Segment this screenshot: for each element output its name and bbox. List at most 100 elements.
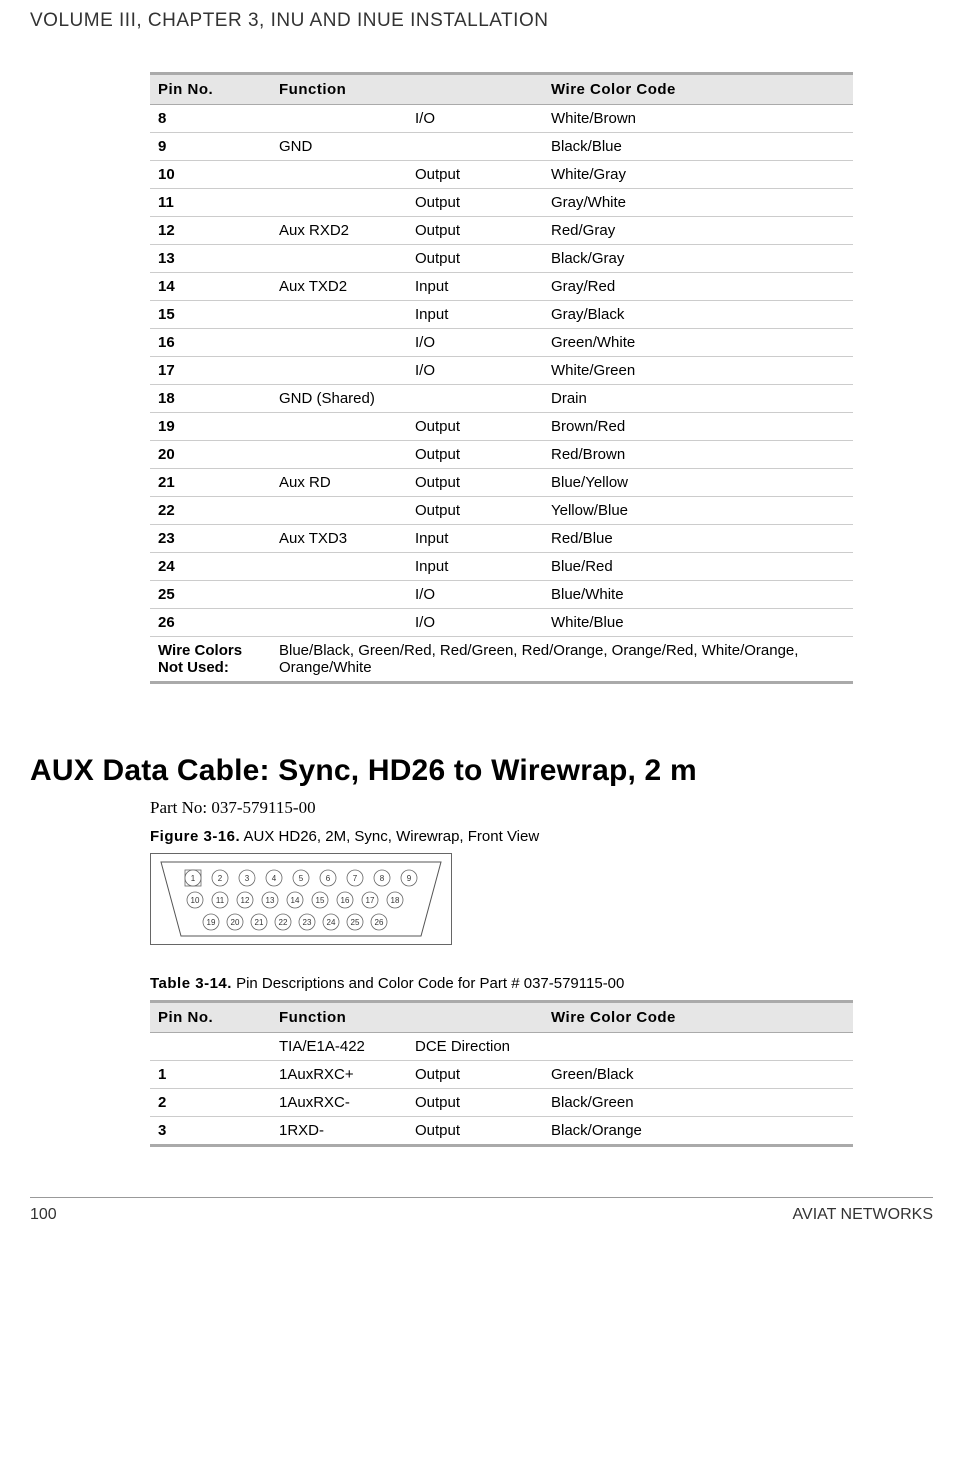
cell-func1: 1AuxRXC- bbox=[271, 1089, 407, 1117]
cell-func1 bbox=[271, 581, 407, 609]
th-function: Function bbox=[271, 74, 543, 105]
cell-pin: 26 bbox=[150, 609, 271, 637]
cell-func1 bbox=[271, 413, 407, 441]
cell-pin: 9 bbox=[150, 133, 271, 161]
cell-color: Black/Green bbox=[543, 1089, 853, 1117]
cell-color: Black/Orange bbox=[543, 1117, 853, 1146]
cell-func2: Output bbox=[407, 189, 543, 217]
footer-company: AVIAT NETWORKS bbox=[793, 1206, 933, 1224]
connector-diagram: 1234567891011121314151617181920212223242… bbox=[150, 853, 452, 945]
page-footer: 100 AVIAT NETWORKS bbox=[30, 1197, 933, 1224]
cell-pin: 18 bbox=[150, 385, 271, 413]
table-row: 16I/OGreen/White bbox=[150, 329, 853, 357]
cell-func2: I/O bbox=[407, 329, 543, 357]
cell-func2: I/O bbox=[407, 105, 543, 133]
cell-func2: Output bbox=[407, 413, 543, 441]
table-row: 15InputGray/Black bbox=[150, 301, 853, 329]
cell-pin: 2 bbox=[150, 1089, 271, 1117]
svg-text:21: 21 bbox=[255, 918, 264, 927]
cell-func1 bbox=[271, 497, 407, 525]
table-row: 25I/OBlue/White bbox=[150, 581, 853, 609]
svg-text:10: 10 bbox=[191, 896, 200, 905]
table-caption-bold: Table 3-14. bbox=[150, 975, 232, 992]
svg-text:16: 16 bbox=[341, 896, 350, 905]
cell-pin: 22 bbox=[150, 497, 271, 525]
svg-text:6: 6 bbox=[326, 874, 331, 883]
cell-color: Red/Blue bbox=[543, 525, 853, 553]
cell-func1: Aux RXD2 bbox=[271, 217, 407, 245]
cell-func2 bbox=[407, 133, 543, 161]
svg-text:9: 9 bbox=[407, 874, 412, 883]
cell-color: Blue/Yellow bbox=[543, 469, 853, 497]
cell-pin: 14 bbox=[150, 273, 271, 301]
svg-text:2: 2 bbox=[218, 874, 223, 883]
table-header-row: Pin No. Function Wire Color Code bbox=[150, 1002, 853, 1033]
cell-color: Drain bbox=[543, 385, 853, 413]
table-row: 21AuxRXC-OutputBlack/Green bbox=[150, 1089, 853, 1117]
cell-pin: 20 bbox=[150, 441, 271, 469]
page-header: VOLUME III, CHAPTER 3, INU AND INUE INST… bbox=[30, 10, 933, 32]
cell-color: White/Blue bbox=[543, 609, 853, 637]
figure-caption-bold: Figure 3-16. bbox=[150, 828, 240, 845]
cell-func1 bbox=[271, 161, 407, 189]
cell-func2: Input bbox=[407, 273, 543, 301]
cell-color: Red/Gray bbox=[543, 217, 853, 245]
cell-color: Gray/Black bbox=[543, 301, 853, 329]
table-row: 26I/OWhite/Blue bbox=[150, 609, 853, 637]
cell-func1: Aux RD bbox=[271, 469, 407, 497]
table-row: 11OutputGray/White bbox=[150, 189, 853, 217]
cell-pin: 13 bbox=[150, 245, 271, 273]
figure-caption: Figure 3-16. AUX HD26, 2M, Sync, Wirewra… bbox=[150, 828, 853, 845]
th-pin: Pin No. bbox=[150, 1002, 271, 1033]
table-row: TIA/E1A-422DCE Direction bbox=[150, 1033, 853, 1061]
cell-func2: Output bbox=[407, 1117, 543, 1146]
cell-func2: I/O bbox=[407, 581, 543, 609]
table-row: 18GND (Shared)Drain bbox=[150, 385, 853, 413]
cell-color: White/Brown bbox=[543, 105, 853, 133]
cell-func2: Output bbox=[407, 497, 543, 525]
svg-text:1: 1 bbox=[191, 874, 196, 883]
table-row: 9GNDBlack/Blue bbox=[150, 133, 853, 161]
table-caption: Table 3-14. Pin Descriptions and Color C… bbox=[150, 975, 853, 992]
cell-func1 bbox=[271, 105, 407, 133]
cell-pin: 25 bbox=[150, 581, 271, 609]
th-pin: Pin No. bbox=[150, 74, 271, 105]
cell-func2: DCE Direction bbox=[407, 1033, 543, 1061]
th-color: Wire Color Code bbox=[543, 1002, 853, 1033]
cell-func2: Input bbox=[407, 525, 543, 553]
svg-text:17: 17 bbox=[366, 896, 375, 905]
table-row: 12Aux RXD2OutputRed/Gray bbox=[150, 217, 853, 245]
table-row: 20OutputRed/Brown bbox=[150, 441, 853, 469]
svg-text:26: 26 bbox=[375, 918, 384, 927]
cell-func2: Output bbox=[407, 217, 543, 245]
cell-pin: 19 bbox=[150, 413, 271, 441]
cell-pin: 12 bbox=[150, 217, 271, 245]
cell-pin: 3 bbox=[150, 1117, 271, 1146]
cell-func1 bbox=[271, 441, 407, 469]
svg-text:18: 18 bbox=[391, 896, 400, 905]
cell-pin bbox=[150, 1033, 271, 1061]
cell-func2: Output bbox=[407, 1061, 543, 1089]
cell-color bbox=[543, 1033, 853, 1061]
cell-func1 bbox=[271, 553, 407, 581]
cell-color: Yellow/Blue bbox=[543, 497, 853, 525]
cell-pin: 23 bbox=[150, 525, 271, 553]
cell-color: Blue/Red bbox=[543, 553, 853, 581]
svg-text:7: 7 bbox=[353, 874, 358, 883]
table-row: 21Aux RDOutputBlue/Yellow bbox=[150, 469, 853, 497]
cell-color: Gray/Red bbox=[543, 273, 853, 301]
cell-func1: GND bbox=[271, 133, 407, 161]
svg-text:24: 24 bbox=[327, 918, 336, 927]
cell-pin: 17 bbox=[150, 357, 271, 385]
cell-func2: Output bbox=[407, 1089, 543, 1117]
svg-text:3: 3 bbox=[245, 874, 250, 883]
part-number: Part No: 037-579115-00 bbox=[150, 798, 853, 818]
cell-color: White/Green bbox=[543, 357, 853, 385]
cell-func2: Input bbox=[407, 553, 543, 581]
table-row: 22 OutputYellow/Blue bbox=[150, 497, 853, 525]
cell-func2: Output bbox=[407, 469, 543, 497]
svg-text:11: 11 bbox=[216, 896, 225, 905]
cell-func1: 1RXD- bbox=[271, 1117, 407, 1146]
cell-color: Gray/White bbox=[543, 189, 853, 217]
table-row: 23Aux TXD3InputRed/Blue bbox=[150, 525, 853, 553]
